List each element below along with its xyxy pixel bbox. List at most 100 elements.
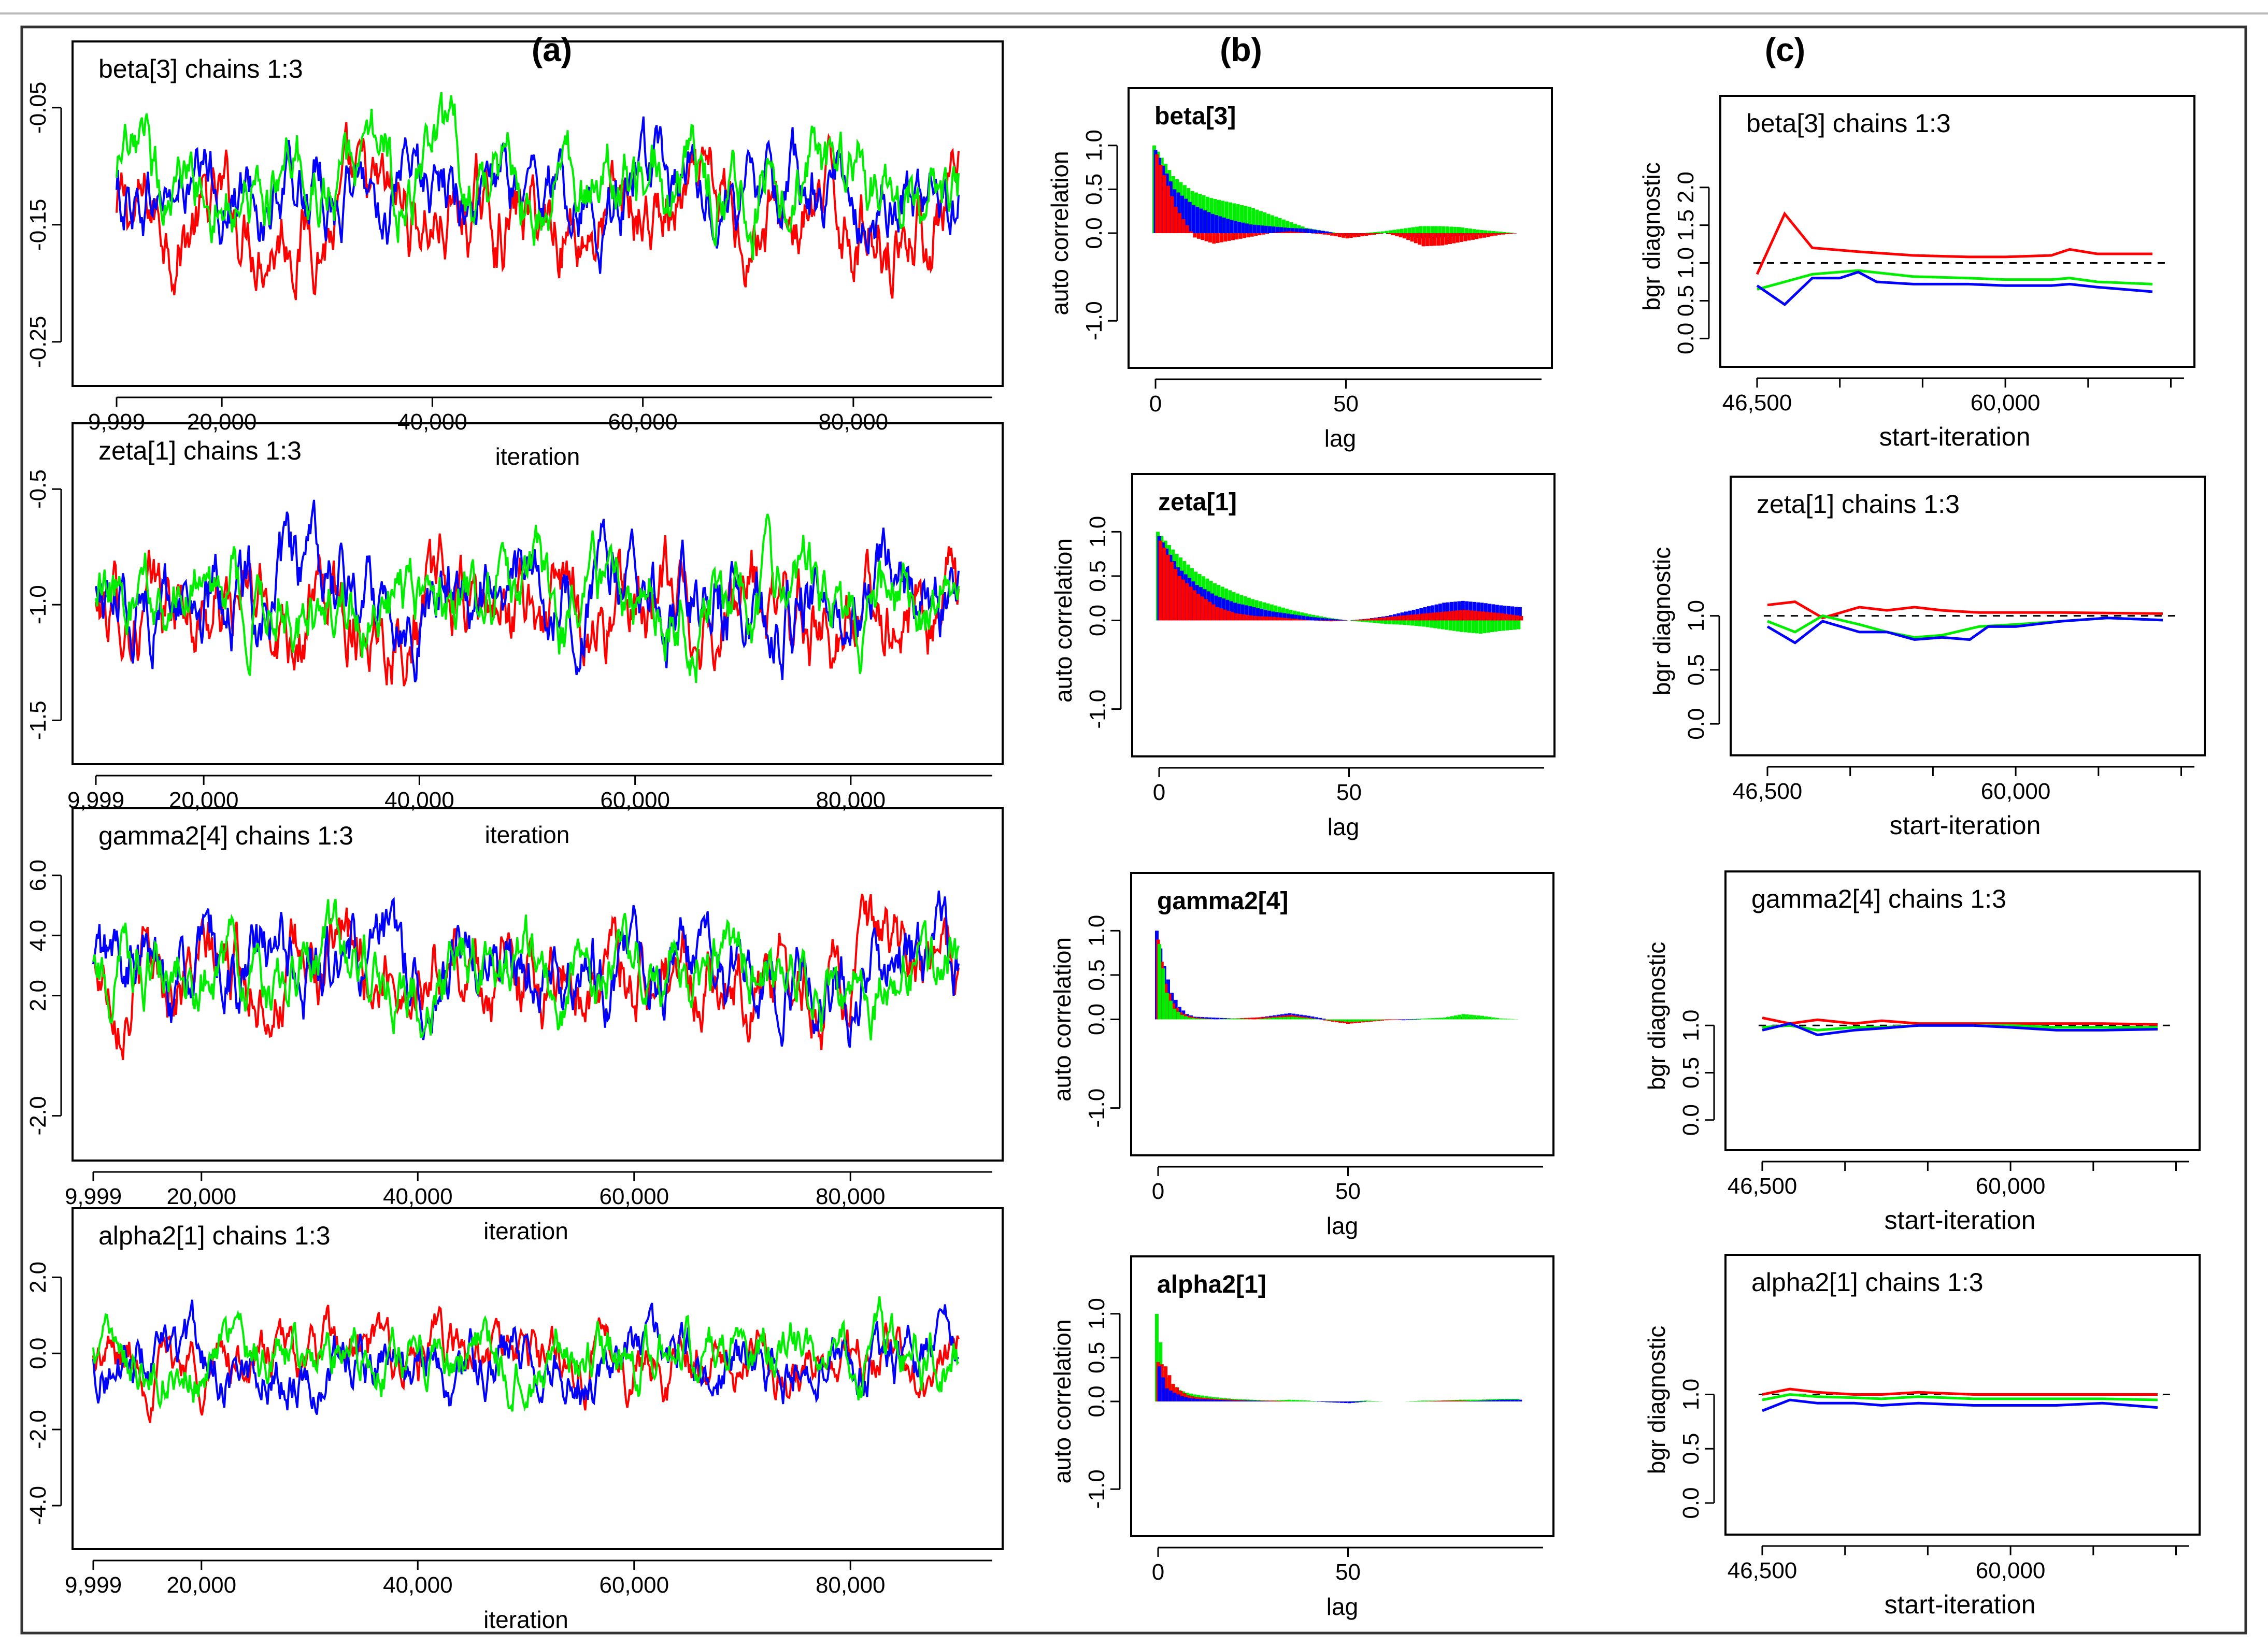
x-axis-label: start-iteration <box>1879 422 2031 451</box>
plot-frame <box>1724 870 2201 1151</box>
x-tick-label: 0 <box>1153 780 1165 805</box>
y-tick-label: -0.5 <box>25 469 51 509</box>
x-axis-label: lag <box>1326 1212 1358 1239</box>
y-tick-label: 4.0 <box>25 920 51 951</box>
x-axis-label: start-iteration <box>1890 811 2041 840</box>
plot-title: gamma2[4] chains 1:3 <box>98 821 353 850</box>
y-tick-label: -1.0 <box>1084 1469 1109 1509</box>
acf-series-2 <box>1158 540 1523 622</box>
y-tick-label: 0.0 <box>1085 605 1110 636</box>
plot-title: alpha2[1] chains 1:3 <box>1751 1268 1984 1297</box>
acf-series-2 <box>1155 154 1517 247</box>
plot-frame <box>1719 95 2195 368</box>
plot-frame <box>1724 1254 2201 1536</box>
y-axis-label: auto correlation <box>1049 937 1076 1101</box>
trace-chart-0: beta[3] chains 1:3 -0.25 -0.15 -0.05 9,999 20… <box>25 40 1004 470</box>
y-tick-label: 0.5 <box>1084 1342 1109 1373</box>
y-tick-label: 1.0 <box>1084 915 1109 947</box>
x-tick-label: 9,999 <box>88 409 145 435</box>
y-tick-label: 0.5 <box>1085 560 1110 592</box>
x-axis-label: iteration <box>483 1218 568 1244</box>
x-tick-label: 50 <box>1335 1559 1361 1585</box>
acf-series-1 <box>1153 150 1516 239</box>
x-tick-label: 60,000 <box>599 1572 669 1598</box>
x-tick-label: 60,000 <box>1981 779 2051 804</box>
x-tick-label: 40,000 <box>383 1184 453 1209</box>
y-tick-label: 0.5 <box>1684 654 1709 685</box>
plot-title: zeta[1] chains 1:3 <box>98 436 302 465</box>
y-tick-label: 0.5 <box>1678 1433 1704 1465</box>
y-tick-label: -0.15 <box>25 199 51 251</box>
column-label-a: (a) <box>532 31 572 68</box>
y-tick-label: 0.0 <box>25 1338 51 1369</box>
y-tick-label: 1.0 <box>1678 1379 1704 1410</box>
x-axis-label: start-iteration <box>1885 1206 2036 1235</box>
y-axis-label: bgr diagnostic <box>1643 1326 1670 1474</box>
plot-frame <box>1130 1255 1554 1537</box>
plot-title: beta[3] chains 1:3 <box>98 54 303 83</box>
y-tick-label: -1.0 <box>1085 690 1110 729</box>
x-axis-label: start-iteration <box>1885 1590 2036 1619</box>
trace-series-1 <box>116 116 960 274</box>
x-tick-label: 50 <box>1336 780 1362 805</box>
x-tick-label: 0 <box>1149 391 1162 417</box>
x-tick-label: 40,000 <box>383 1572 453 1598</box>
y-tick-label: 1.0 <box>1084 1298 1109 1329</box>
x-tick-label: 46,500 <box>1728 1558 1798 1583</box>
x-tick-label: 80,000 <box>819 409 889 435</box>
x-tick-label: 9,999 <box>65 1184 122 1209</box>
bgr-series-1 <box>1757 269 2153 291</box>
x-tick-label: 50 <box>1333 391 1359 417</box>
x-tick-label: 20,000 <box>166 1572 236 1598</box>
acf-series-2 <box>1157 944 1519 1022</box>
y-tick-label: 2.0 <box>25 1262 51 1293</box>
x-tick-label: 0 <box>1152 1559 1164 1585</box>
x-tick-label: 60,000 <box>608 409 678 435</box>
plot-frame <box>72 807 1004 1162</box>
y-axis-label: auto correlation <box>1046 151 1073 315</box>
bgr-series-0 <box>1756 211 2152 275</box>
bgr-chart-2: gamma2[4] chains 1:3 0.0 0.5 1.0 bgr diagnos… <box>1643 870 2201 1235</box>
x-axis-label: iteration <box>495 443 580 470</box>
y-tick-label: -1.0 <box>1084 1089 1109 1128</box>
bgr-series-0 <box>1762 1017 2158 1026</box>
x-tick-label: 80,000 <box>816 1572 886 1598</box>
y-tick-label: -4.0 <box>25 1486 51 1525</box>
trace-series-1 <box>92 1299 960 1415</box>
y-tick-label: -1.0 <box>1081 301 1107 340</box>
x-axis-label: lag <box>1326 1593 1358 1620</box>
trace-series-1 <box>92 890 960 1048</box>
autocorrelation-chart-0: beta[3] -1.0 0.0 0.5 1.0 auto correlation 0 50 l… <box>1046 87 1553 452</box>
y-tick-label: 0.0 <box>1081 217 1107 249</box>
y-tick-label: 0.5 <box>1673 285 1699 317</box>
y-tick-label: 0.5 <box>1678 1057 1704 1089</box>
plot-frame <box>1730 476 2206 756</box>
x-tick-label: 40,000 <box>397 409 467 435</box>
acf-series-0 <box>1154 931 1497 1023</box>
acf-series-2 <box>1157 1366 1522 1404</box>
y-tick-label: 1.0 <box>1678 1010 1704 1041</box>
plot-frame <box>72 422 1004 765</box>
trace-chart-3: alpha2[1] chains 1:3 -4.0 -2.0 0.0 2.0 9,999 2… <box>25 1207 1004 1633</box>
x-tick-label: 9,999 <box>65 1572 122 1598</box>
bgr-chart-0: beta[3] chains 1:3 0.0 0.5 1.0 1.5 2.0 bgr dia… <box>1638 95 2195 451</box>
x-tick-label: 60,000 <box>1976 1558 2046 1583</box>
autocorrelation-chart-1: zeta[1] -1.0 0.0 0.5 1.0 auto correlation 0 50 l… <box>1050 473 1556 840</box>
trace-series-0 <box>116 122 960 300</box>
trace-series-2 <box>92 898 960 1041</box>
x-tick-label: 46,500 <box>1728 1173 1798 1199</box>
y-tick-label: 1.0 <box>1081 130 1107 161</box>
plot-frame <box>1128 87 1553 369</box>
x-tick-label: 80,000 <box>816 1184 886 1209</box>
plot-frame <box>72 40 1004 387</box>
trace-series-1 <box>95 499 960 683</box>
y-tick-label: 1.0 <box>1085 516 1110 548</box>
bgr-series-1 <box>1762 1393 2158 1401</box>
bgr-series-2 <box>1762 1398 2158 1412</box>
y-tick-label: 6.0 <box>25 860 51 891</box>
x-tick-label: 20,000 <box>187 409 257 435</box>
x-tick-label: 60,000 <box>1976 1173 2046 1199</box>
plot-title: gamma2[4] <box>1157 888 1288 915</box>
y-tick-label: 0.0 <box>1678 1487 1704 1519</box>
